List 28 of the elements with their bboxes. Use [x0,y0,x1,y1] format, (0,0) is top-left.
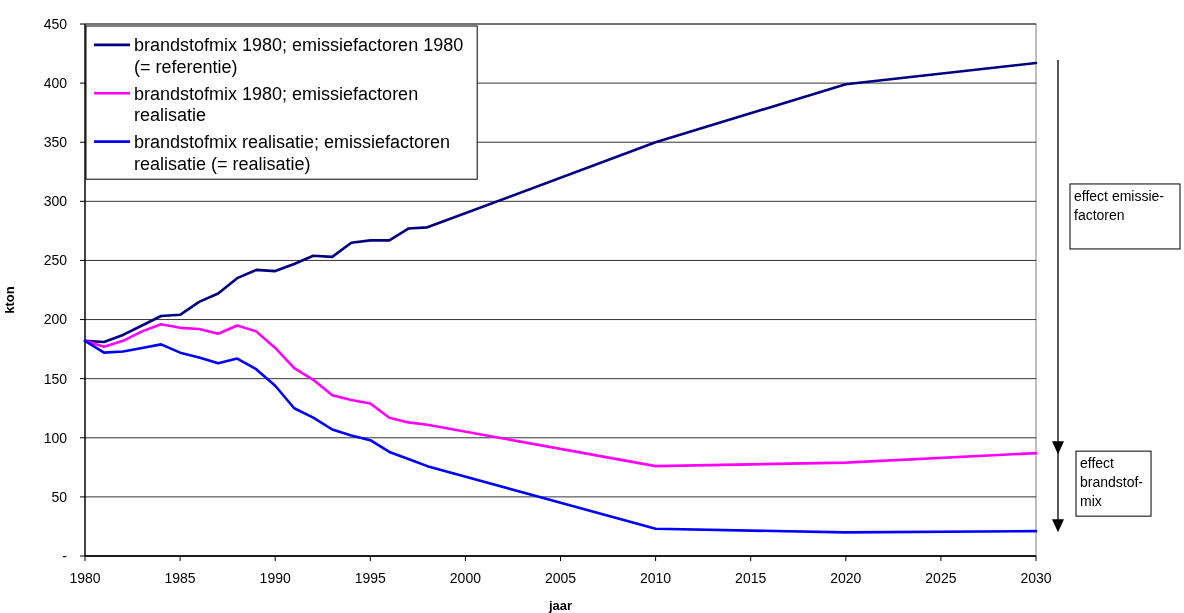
text: effect brandstof- mix [1080,455,1144,510]
x-tick-label: 2020 [830,569,862,586]
y-tick-label: 100 [43,429,68,446]
x-tick-label: 1980 [69,569,101,586]
x-tick-label: 1995 [354,569,387,586]
x-tick-label: 2015 [735,569,767,586]
y-tick-label: 50 [51,488,68,505]
y-tick-label: 200 [43,311,68,328]
x-axis-title: jaar [547,598,573,613]
legend-label: brandstofmix 1980; emissiefactoren 1980 (= referentie) [134,35,464,77]
x-tick-label: 2025 [925,569,957,586]
y-tick-label: 250 [43,252,68,269]
legend-label: brandstofmix realisatie; emissiefactoren realisatie (= realisatie) [134,131,451,174]
x-tick-label: 1990 [259,569,291,586]
y-tick-label: 450 [43,15,68,32]
y-tick-label: 300 [43,193,68,210]
x-tick-label: 2010 [640,569,672,586]
y-tick-label: - [62,547,68,564]
text: effect emissie- factoren [1074,187,1165,223]
y-tick-label: 150 [43,370,68,387]
y-tick-label: 350 [43,134,68,151]
line-series [83,339,1038,534]
y-tick-label: 400 [43,75,68,92]
x-tick-label: 2030 [1020,569,1052,586]
x-tick-label: 2005 [544,569,577,586]
x-tick-label: 2000 [449,569,482,586]
y-axis-title: kton [2,286,17,314]
x-tick-label: 1985 [164,569,196,586]
